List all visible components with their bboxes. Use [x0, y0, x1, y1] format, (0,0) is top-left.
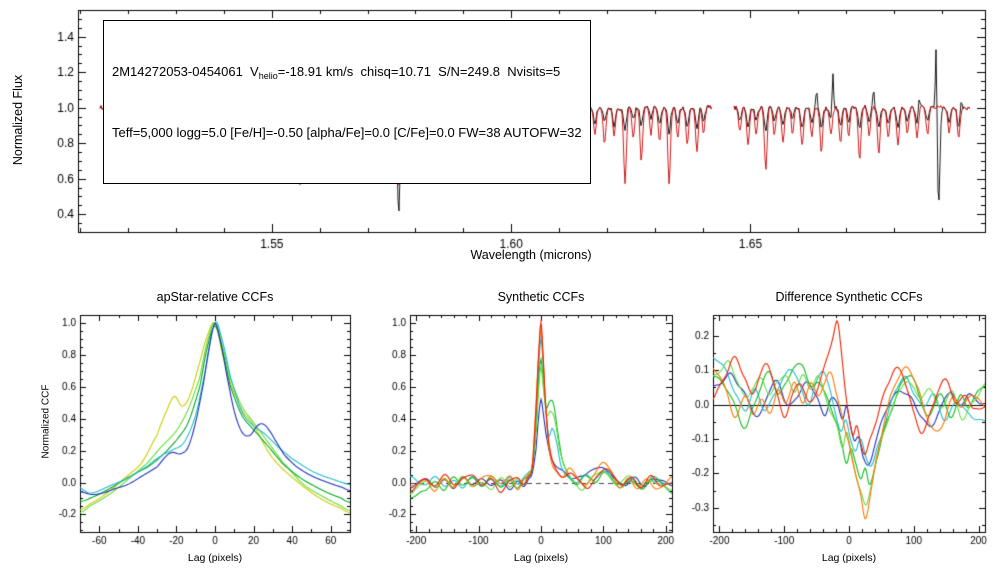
spectrum-info-line2: Teff=5,000 logg=5.0 [Fe/H]=-0.50 [alpha/… — [112, 124, 582, 140]
spectrum-x-axis-label: Wavelength (microns) — [470, 248, 592, 262]
ccf-y-axis-label: Normalized CCF — [40, 384, 52, 459]
info-target-id: 2M14272053-0454061 V — [112, 64, 259, 79]
info-vhelio-subscript: helio — [258, 71, 278, 81]
difference-ccf-x-axis-label: Lag (pixels) — [821, 552, 877, 564]
spectrum-info-box: 2M14272053-0454061 Vhelio=-18.91 km/s ch… — [103, 20, 591, 184]
difference-ccf-title: Difference Synthetic CCFs — [775, 290, 923, 304]
spectrum-info-line1: 2M14272053-0454061 Vhelio=-18.91 km/s ch… — [112, 62, 582, 84]
apstar-ccf-title: apStar-relative CCFs — [156, 290, 274, 304]
synthetic-ccf-title: Synthetic CCFs — [497, 290, 585, 304]
info-vhelio-stats: =-18.91 km/s chisq=10.71 S/N=249.8 Nvisi… — [277, 64, 561, 79]
apstar-ccf-x-axis-label: Lag (pixels) — [187, 552, 243, 564]
synthetic-ccf-x-axis-label: Lag (pixels) — [513, 552, 569, 564]
spectrum-y-axis-label: Normalized Flux — [11, 74, 25, 166]
